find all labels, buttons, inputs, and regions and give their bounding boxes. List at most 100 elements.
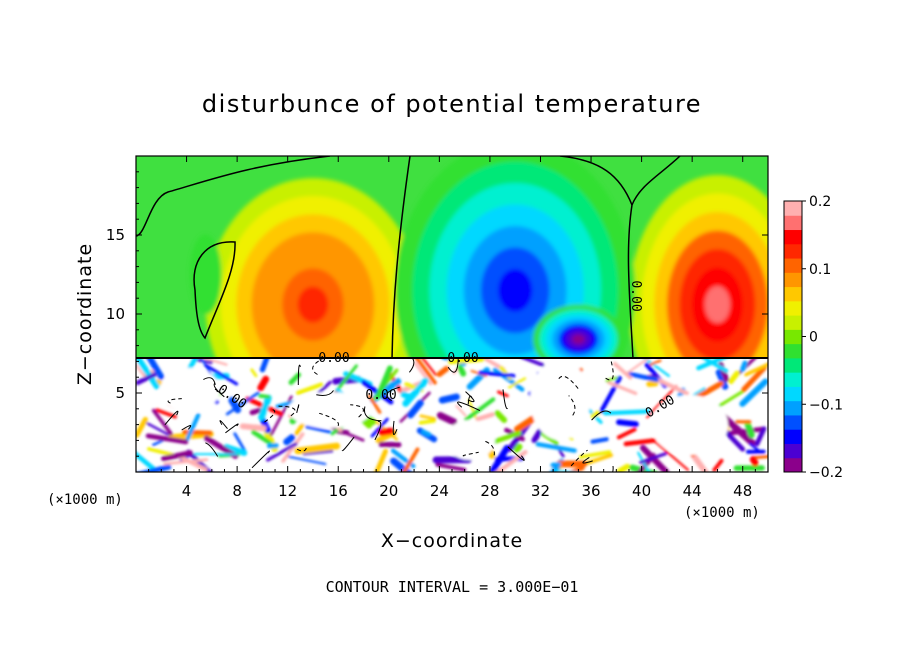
lower-contours <box>164 359 614 472</box>
x-tick-label: 44 <box>683 482 702 500</box>
contour-line <box>582 456 593 464</box>
contour-line <box>350 404 364 418</box>
lower-field-fills <box>136 359 768 472</box>
turbulence-filament <box>204 363 239 386</box>
contour-line <box>264 409 276 423</box>
contour-label: 0.00 <box>365 388 396 403</box>
turbulence-filament <box>740 360 748 372</box>
turbulence-filament <box>296 382 324 395</box>
turbulence-filament <box>489 444 511 472</box>
turbulence-filament <box>185 413 201 441</box>
zero-contour-line <box>193 241 236 340</box>
contour-line <box>225 423 239 434</box>
turbulence-filament <box>283 434 296 446</box>
turbulence-filament <box>719 412 756 447</box>
turbulence-filament <box>266 442 298 462</box>
contour-line <box>462 451 479 457</box>
turbulence-filament <box>464 397 496 422</box>
turbulence-filament <box>616 427 637 440</box>
field-fill-layer <box>189 234 222 315</box>
contour-line <box>363 406 382 422</box>
turbulence-filament <box>259 359 271 373</box>
turbulence-filament <box>367 394 382 414</box>
turbulence-filament <box>475 412 495 422</box>
colorbar: 0.2 0.1 0 −0.1 −0.2 <box>783 194 843 481</box>
contour-line <box>203 377 216 385</box>
colorbar-swatch <box>784 343 802 359</box>
turbulence-filament <box>550 462 562 468</box>
turbulence-filament <box>626 371 659 383</box>
turbulence-filament <box>637 451 654 472</box>
turbulence-filament <box>258 393 271 399</box>
turbulence-filament <box>233 432 247 453</box>
turbulence-filament <box>535 442 577 453</box>
x-tick-label: 28 <box>480 482 499 500</box>
turbulence-filament <box>294 442 341 455</box>
contour-line <box>205 442 219 457</box>
turbulence-filament <box>400 447 420 472</box>
colorbar-swatch <box>784 329 802 345</box>
contour-label: 0.00 <box>318 351 349 366</box>
contour-line <box>591 410 612 421</box>
turbulence-filament <box>616 463 631 472</box>
zero-contour-line <box>627 156 681 359</box>
contour-line <box>507 446 525 461</box>
field-fill-layer <box>571 334 585 345</box>
turbulence-filament <box>497 390 509 398</box>
x-tick-label: 32 <box>531 482 550 500</box>
turbulence-filament <box>250 368 258 378</box>
colorbar-swatch <box>784 300 802 316</box>
turbulence-filament <box>744 420 755 439</box>
turbulence-filament <box>590 437 609 444</box>
neutral-core <box>288 392 372 428</box>
turbulence-filament <box>302 449 334 456</box>
turbulence-filament <box>225 391 260 416</box>
colorbar-swatch <box>784 386 802 402</box>
chart-title: disturbunce of potential temperature <box>202 90 702 118</box>
x-tick-label: 24 <box>430 482 449 500</box>
turbulence-filament <box>267 443 279 449</box>
turbulence-filament <box>438 393 460 404</box>
turbulence-filament <box>136 416 149 438</box>
zero-contour-line <box>136 156 331 237</box>
x-tick-label: 20 <box>379 482 398 500</box>
colorbar-tick-label: 0.2 <box>809 194 831 210</box>
contour-label: 0.00 <box>447 351 478 366</box>
y-tick-label: 5 <box>115 384 125 402</box>
colorbar-tick-label: 0 <box>809 330 818 346</box>
turbulence-filament <box>407 399 424 419</box>
x-axis-label: X−coordinate <box>381 530 523 552</box>
contour-line <box>278 405 296 417</box>
turbulence-filament <box>147 447 177 458</box>
turbulence-filament <box>228 396 242 414</box>
turbulence-filament <box>375 365 393 400</box>
turbulence-filament <box>579 450 612 459</box>
turbulence-filament <box>508 377 527 389</box>
upper-contours <box>136 156 681 359</box>
zero-contour-line <box>559 156 633 206</box>
colorbar-tick-label: −0.1 <box>809 397 843 413</box>
turbulence-filament <box>257 375 270 392</box>
turbulence-filament <box>436 366 450 378</box>
turbulence-filament <box>136 372 157 386</box>
contour-line <box>467 395 473 405</box>
turbulence-filament <box>332 364 358 396</box>
turbulence-filament <box>436 411 458 426</box>
contour-line <box>319 412 339 427</box>
colorbar-swatch <box>784 286 802 302</box>
turbulence-filament <box>136 359 160 390</box>
contour-line <box>386 386 400 402</box>
contour-line <box>181 425 192 431</box>
zero-contour-line <box>391 156 411 359</box>
turbulence-filament <box>746 449 766 454</box>
x-tick-label: 40 <box>632 482 651 500</box>
turbulence-filament <box>494 410 508 423</box>
lower-field <box>136 359 768 472</box>
y-tick-label: 15 <box>106 226 125 244</box>
turbulence-filament <box>455 404 467 417</box>
turbulence-filament <box>161 450 193 462</box>
turbulence-filament <box>410 359 437 385</box>
turbulence-filament <box>646 385 678 419</box>
turbulence-filament <box>420 429 432 437</box>
colorbar-swatch <box>784 243 802 259</box>
